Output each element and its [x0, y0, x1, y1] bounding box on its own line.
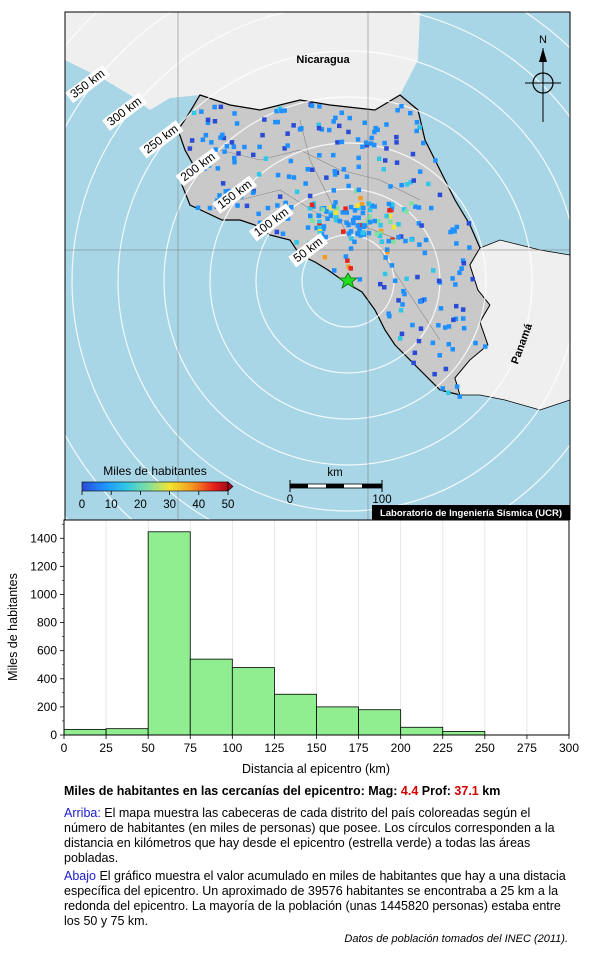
- magnitude-value: 4.4: [400, 784, 419, 798]
- costa-rica-land: [177, 94, 491, 396]
- x-tick-label: 50: [141, 741, 155, 755]
- histogram-bar: [442, 731, 486, 736]
- histogram-bar: [400, 726, 444, 736]
- y-axis-label: Miles de habitantes: [6, 573, 20, 681]
- colorbar-tick-label: 40: [192, 499, 205, 511]
- caption-title: Miles de habitantes en las cercanías del…: [64, 784, 570, 799]
- data-source-note: Datos de población tomados del INEC (201…: [344, 933, 568, 945]
- caption-top: Arriba: El mapa muestra las cabeceras de…: [64, 806, 570, 866]
- scale-bar: [289, 480, 383, 492]
- north-label: N: [539, 34, 547, 46]
- x-tick-label: 150: [306, 741, 326, 755]
- x-tick-label: 250: [475, 741, 495, 755]
- histogram-bar: [147, 531, 191, 736]
- y-tick-label: 200: [37, 700, 57, 714]
- y-tick-label: 600: [37, 644, 57, 658]
- caption-bottom-lead: Abajo: [64, 869, 96, 883]
- scale-tick-0: 0: [287, 494, 293, 506]
- x-tick-label: 200: [391, 741, 411, 755]
- credit-label: Laboratorio de Ingeniería Sísmica (UCR): [380, 508, 562, 519]
- caption-top-lead: Arriba:: [64, 806, 101, 820]
- distance-ring: [209, 142, 487, 420]
- x-tick-label: 300: [559, 741, 579, 755]
- x-tick-label: 25: [99, 741, 113, 755]
- colorbar-tick-label: 10: [105, 499, 118, 511]
- colorbar-tick-label: 20: [134, 499, 147, 511]
- y-tick-label: 800: [37, 616, 57, 630]
- histogram-bar: [358, 709, 402, 736]
- colorbar-tick-label: 0: [79, 499, 85, 511]
- y-tick-label: 400: [37, 672, 57, 686]
- y-tick-label: 1200: [30, 559, 57, 573]
- country-label-nicaragua: Nicaragua: [296, 54, 350, 66]
- depth-label: Prof:: [418, 784, 455, 798]
- y-tick-label: 1400: [30, 531, 57, 545]
- caption-bottom: Abajo El gráfico muestra el valor acumul…: [64, 869, 570, 929]
- colorbar-title: Miles de habitantes: [103, 464, 206, 478]
- x-tick-label: 175: [349, 741, 369, 755]
- scale-title: km: [327, 467, 342, 479]
- y-tick-label: 0: [50, 728, 57, 742]
- epicenter-star-icon: [337, 272, 359, 289]
- x-tick-label: 0: [61, 741, 68, 755]
- x-tick-label: 75: [184, 741, 198, 755]
- depth-value: 37.1: [454, 784, 479, 798]
- distance-ring: [163, 96, 533, 466]
- distance-ring: [71, 12, 570, 520]
- histogram-bar: [105, 728, 149, 736]
- colorbar: [81, 481, 229, 492]
- colorbar-tick-label: 30: [163, 499, 176, 511]
- north-arrow-icon: N: [525, 34, 561, 122]
- x-tick-label: 275: [517, 741, 537, 755]
- caption-title-prefix: Miles de habitantes en las cercanías del…: [64, 784, 401, 798]
- caption-bottom-text: El gráfico muestra el valor acumulado en…: [64, 869, 566, 928]
- depth-unit: km: [478, 784, 501, 798]
- histogram-bar: [274, 693, 317, 736]
- distance-ring: [117, 50, 570, 512]
- colorbar-tick-label: 50: [222, 499, 235, 511]
- scale-tick-100: 100: [372, 494, 391, 506]
- histogram-bar: [316, 706, 359, 736]
- histogram-bar: [231, 667, 275, 736]
- caption-top-text: El mapa muestra las cabeceras de cada di…: [64, 806, 555, 865]
- x-tick-label: 225: [433, 741, 453, 755]
- distance-histogram: 0 25 50 75 100 125 150 175 200 225 250 275 300 0 200 4…: [6, 519, 579, 776]
- y-tick-label: 1000: [30, 587, 57, 601]
- histogram-bar: [63, 728, 107, 736]
- x-tick-label: 125: [264, 741, 284, 755]
- x-axis-label: Distancia al epicentro (km): [242, 762, 390, 776]
- histogram-bar: [189, 658, 233, 736]
- x-tick-label: 100: [222, 741, 242, 755]
